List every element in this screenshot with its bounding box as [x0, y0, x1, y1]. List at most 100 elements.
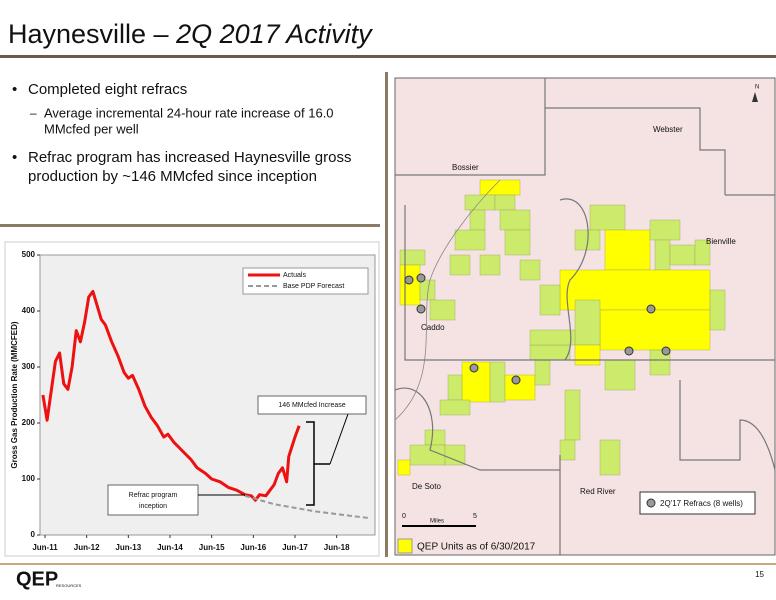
legend-label: Base PDP Forecast: [283, 283, 344, 290]
unit-cell: [479, 179, 521, 196]
title-italic: 2Q 2017 Activity: [175, 19, 373, 49]
unit-cell: [469, 209, 486, 231]
footer-rule: [0, 563, 776, 565]
unit-cell: [649, 219, 681, 241]
bracket: [306, 421, 330, 506]
unit-cell: [499, 209, 531, 231]
sub-bullet-text: Average incremental 24-hour rate increas…: [44, 105, 334, 120]
page-number: 15: [755, 570, 764, 579]
wells: [404, 273, 671, 385]
well: [404, 275, 414, 285]
unit-cell: [449, 254, 471, 276]
unit-cell: [504, 229, 531, 256]
unit-cell: [399, 264, 421, 306]
unit-cell: [444, 444, 466, 466]
unit-cell: [574, 344, 601, 366]
unit-cell: [599, 309, 711, 351]
x-tick-label: Jun-13: [115, 543, 141, 552]
parish-label: Caddo: [421, 323, 445, 332]
unit-cell: [654, 239, 671, 271]
unit-cell: [479, 254, 501, 276]
unit-cell: [494, 194, 516, 211]
sub-bullet-text: MMcfed per well: [44, 121, 139, 136]
x-tick-label: Jun-12: [74, 543, 100, 552]
boundary: [395, 108, 546, 176]
map: Webster Bossier Bienville Caddo De Soto …: [394, 77, 776, 556]
y-tick-label: 0: [31, 530, 36, 539]
y-axis-label: Gross Gas Production Rate (MMCFED): [10, 321, 19, 468]
unit-cell: [564, 389, 581, 441]
unit-cell: [447, 374, 463, 401]
unit-cell: [589, 204, 626, 231]
scale-label: 5: [473, 513, 477, 520]
parish-label: Bossier: [452, 163, 479, 172]
slide-title: Haynesville – 2Q 2017 Activity: [8, 19, 373, 49]
series-line: [244, 494, 371, 520]
unit-cell: [694, 239, 711, 266]
parish-lines: [394, 78, 776, 555]
unit-cell: [424, 429, 446, 446]
parish-label: De Soto: [412, 482, 441, 491]
bullet-text: Refrac program has increased Haynesville…: [28, 149, 351, 166]
unit-cell: [529, 344, 571, 361]
unit-cell: [539, 284, 561, 316]
logo-sub: RESOURCES: [56, 583, 82, 588]
y-tick-label: 300: [22, 362, 36, 371]
annotation: 146 MMcfed Increase: [278, 402, 345, 409]
well: [511, 375, 521, 385]
unit-cell: [559, 439, 576, 461]
boundary: [544, 78, 726, 195]
unit-cell: [604, 359, 636, 391]
river: [394, 179, 501, 421]
unit-cell: [397, 459, 411, 476]
unit-cell: [649, 349, 671, 376]
well: [416, 304, 426, 314]
unit-cell: [439, 399, 471, 416]
series-line: [41, 289, 301, 502]
north-arrow-icon: [752, 92, 758, 102]
unit-cell: [399, 249, 426, 266]
parish-label: Webster: [653, 125, 683, 134]
boundary: [394, 387, 561, 471]
unit-cell: [464, 194, 496, 211]
x-tick-label: Jun-11: [32, 543, 58, 552]
x-tick-label: Jun-15: [199, 543, 225, 552]
chart: 0 100 200 300 400 500 Jun-11 Jun-12 Jun-13 Jun-14…: [22, 250, 371, 552]
annotation: Refrac program: [129, 492, 178, 499]
legend-box: [242, 267, 369, 295]
x-tick-label: Jun-16: [240, 543, 266, 552]
unit-cell: [534, 359, 551, 386]
legend-text: 2Q'17 Refracs (8 wells): [660, 499, 743, 508]
parish-label: Bienville: [706, 237, 736, 246]
unit-cell: [454, 229, 486, 251]
unit-cell: [604, 229, 651, 271]
refracs-legend: [639, 491, 756, 515]
unit-cell: [599, 439, 621, 476]
leader: [329, 413, 349, 465]
annotation-box: [107, 484, 199, 516]
x-tick-label: Jun-18: [324, 543, 350, 552]
well: [661, 346, 671, 356]
divider: [0, 224, 380, 227]
legend-well: [646, 498, 656, 508]
unit-cell: [669, 244, 696, 266]
annotation: inception: [139, 503, 167, 510]
bullet-text: production by ~146 MMcfed since inceptio…: [28, 168, 317, 185]
y-tick-label: 200: [22, 418, 36, 427]
bullet-dot: •: [12, 81, 17, 98]
annotation-box: [257, 395, 367, 415]
unit-cell: [709, 289, 726, 331]
unit-cells: [397, 179, 726, 476]
unit-cell: [529, 329, 576, 346]
well: [416, 273, 426, 283]
unit-cell: [489, 361, 506, 403]
unit-cell: [409, 444, 446, 466]
title-main: Haynesville –: [8, 19, 176, 49]
units-swatch: [397, 538, 413, 554]
well: [469, 363, 479, 373]
title-rule: [0, 55, 776, 58]
bullet-text: Completed eight refracs: [28, 81, 187, 98]
unit-cell: [429, 299, 456, 321]
logo: QEP: [16, 568, 58, 590]
